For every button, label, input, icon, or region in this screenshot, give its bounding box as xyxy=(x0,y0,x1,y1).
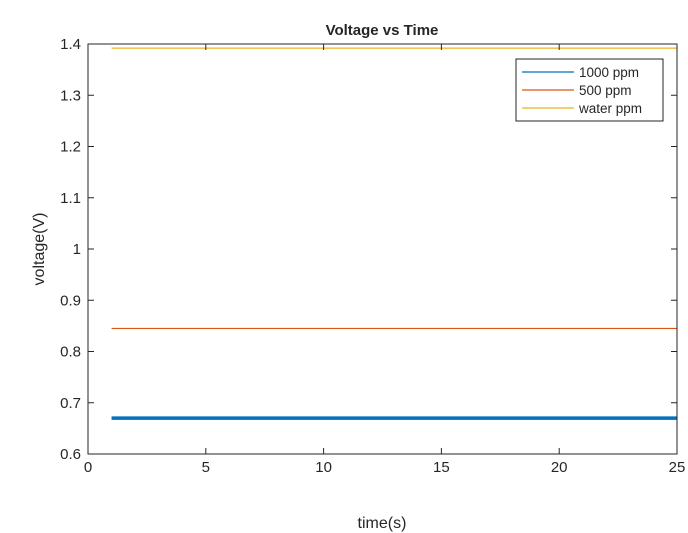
legend: 1000 ppm 500 ppm water ppm xyxy=(515,58,664,122)
x-tick-label: 20 xyxy=(551,459,568,476)
x-tick-label: 5 xyxy=(202,459,210,476)
x-axis-label: time(s) xyxy=(358,515,407,532)
y-tick-label: 1.3 xyxy=(60,87,81,104)
y-tick-label: 1 xyxy=(73,241,81,258)
y-tick-label: 0.6 xyxy=(60,446,81,463)
y-tick-label: 0.7 xyxy=(60,395,81,412)
axes-layer: 0 5 10 15 20 25 0.6 0.7 0.8 0.9 1 1.1 1.2 1.3 1.4 xyxy=(60,36,685,476)
x-tick-label: 25 xyxy=(669,459,686,476)
y-tick-label: 0.8 xyxy=(60,344,81,361)
y-tick-label: 1.2 xyxy=(60,139,81,156)
y-tick-label: 1.1 xyxy=(60,190,81,207)
legend-label-1: 1000 ppm xyxy=(579,65,639,80)
legend-label-3: water ppm xyxy=(578,101,642,116)
chart-title: Voltage vs Time xyxy=(326,22,439,39)
y-tick-label: 1.4 xyxy=(60,36,81,53)
x-tick-label: 10 xyxy=(315,459,332,476)
x-tick-label: 0 xyxy=(84,459,92,476)
legend-label-2: 500 ppm xyxy=(579,83,632,98)
y-axis-label: voltage(V) xyxy=(31,213,48,286)
y-tick-label: 0.9 xyxy=(60,292,81,309)
x-tick-label: 15 xyxy=(433,459,450,476)
